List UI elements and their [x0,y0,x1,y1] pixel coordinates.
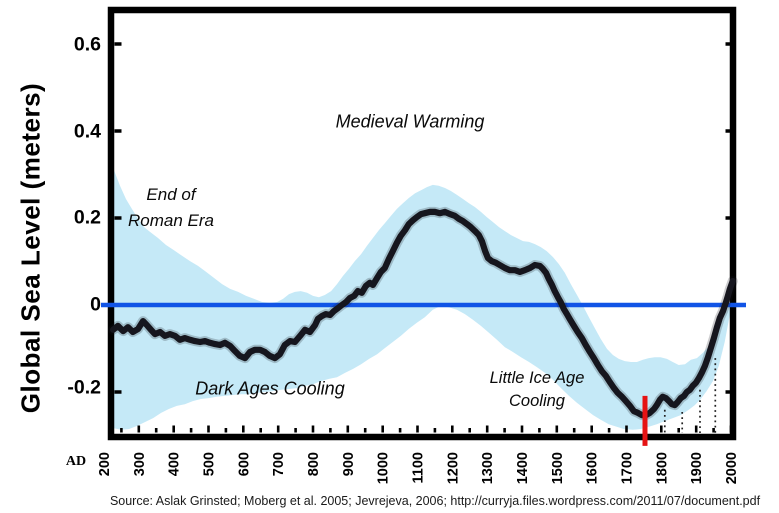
annotation-line: Roman Era [128,211,214,230]
x-tick-label: 400 [167,452,183,476]
y-tick-label-06: 0.6 [73,33,101,56]
x-tick-label: 200 [97,452,113,476]
annotation-line: Little Ice Age [489,369,585,387]
annotation-little-ice-age-cooling: Little Ice Age Cooling [490,367,585,413]
x-tick-label: 1000 [376,452,392,484]
x-tick-label: 1900 [689,452,705,484]
annotation-line: Cooling [509,392,565,410]
x-tick-label: 1700 [620,452,636,484]
x-tick-label: 1800 [654,452,670,484]
uncertainty-band [113,168,733,430]
x-tick-label: 2000 [724,452,740,484]
y-axis-title: Global Sea Level (meters) [15,82,46,414]
y-tick-label-04: 0.4 [73,120,101,143]
source-citation: Source: Aslak Grinsted; Moberg et al. 20… [109,494,761,508]
annotation-line: Dark Ages Cooling [195,378,345,399]
annotation-line: End of [146,185,196,204]
x-tick-label: 500 [202,452,218,476]
annotation-end-of-roman-era: End of Roman Era [128,182,214,234]
ad-era-label: AD [65,454,87,469]
x-tick-label: 1200 [445,452,461,484]
x-tick-label: 900 [341,452,357,476]
sea-level-curve [109,208,736,419]
x-tick-label: 1500 [550,452,566,484]
plot-border [107,6,737,441]
annotation-dark-ages-cooling: Dark Ages Cooling [195,379,344,400]
y-tick-label-02: 0.2 [73,206,101,229]
x-tick-label: 1400 [515,452,531,484]
annotation-line: Medieval Warming [335,111,485,132]
x-tick-label: 1300 [480,452,496,484]
x-tick-label: 300 [132,452,148,476]
x-tick-label: 1100 [411,452,427,483]
x-tick-label: 600 [236,452,252,476]
x-tick-label: 1600 [585,452,601,484]
y-tick-label-0: 0 [90,293,101,316]
x-tick-label: 800 [306,452,322,476]
y-tick-label-neg02: -0.2 [67,376,101,399]
annotation-medieval-warming: Medieval Warming [336,112,485,133]
x-tick-label: 700 [271,452,287,476]
